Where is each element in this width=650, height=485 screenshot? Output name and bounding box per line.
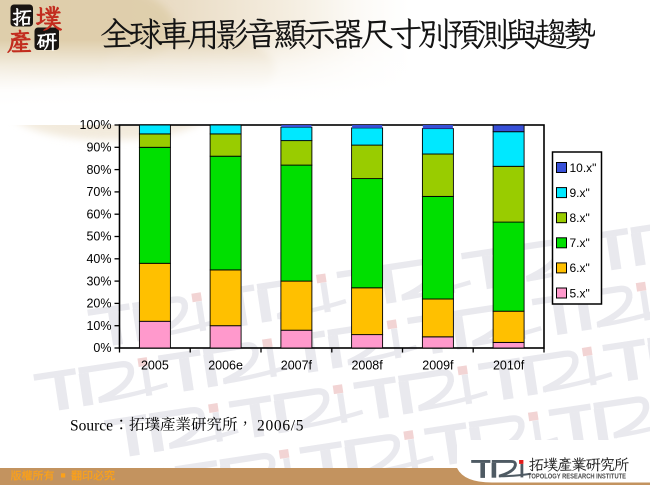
svg-text:90%: 90% [86,141,111,155]
svg-text:2010f: 2010f [493,359,525,373]
svg-text:2006/5: 2006/5 [257,418,304,435]
svg-text:Source: Source [70,418,113,435]
svg-text:10%: 10% [86,319,111,333]
svg-text:2007f: 2007f [281,359,313,373]
svg-text:80%: 80% [86,163,111,177]
svg-text:6.x": 6.x" [570,261,590,275]
svg-text:0%: 0% [93,341,111,355]
svg-text:2009f: 2009f [422,359,454,373]
svg-text:2005: 2005 [141,359,169,373]
svg-text:60%: 60% [86,207,111,221]
svg-text:8.x": 8.x" [570,211,590,225]
svg-text:2006e: 2006e [208,359,243,373]
svg-text:10.x": 10.x" [570,161,597,175]
svg-text:100%: 100% [80,118,112,132]
svg-text:40%: 40% [86,252,111,266]
svg-text:TOPOLOGY RESEARCH INSTITUTE: TOPOLOGY RESEARCH INSTITUTE [528,473,626,480]
svg-text:50%: 50% [86,230,111,244]
svg-text:9.x": 9.x" [570,186,590,200]
svg-text:70%: 70% [86,185,111,199]
svg-text:5.x": 5.x" [570,286,590,300]
svg-text:7.x": 7.x" [570,236,590,250]
svg-text:30%: 30% [86,274,111,288]
svg-text:2008f: 2008f [351,359,383,373]
svg-text:20%: 20% [86,297,111,311]
